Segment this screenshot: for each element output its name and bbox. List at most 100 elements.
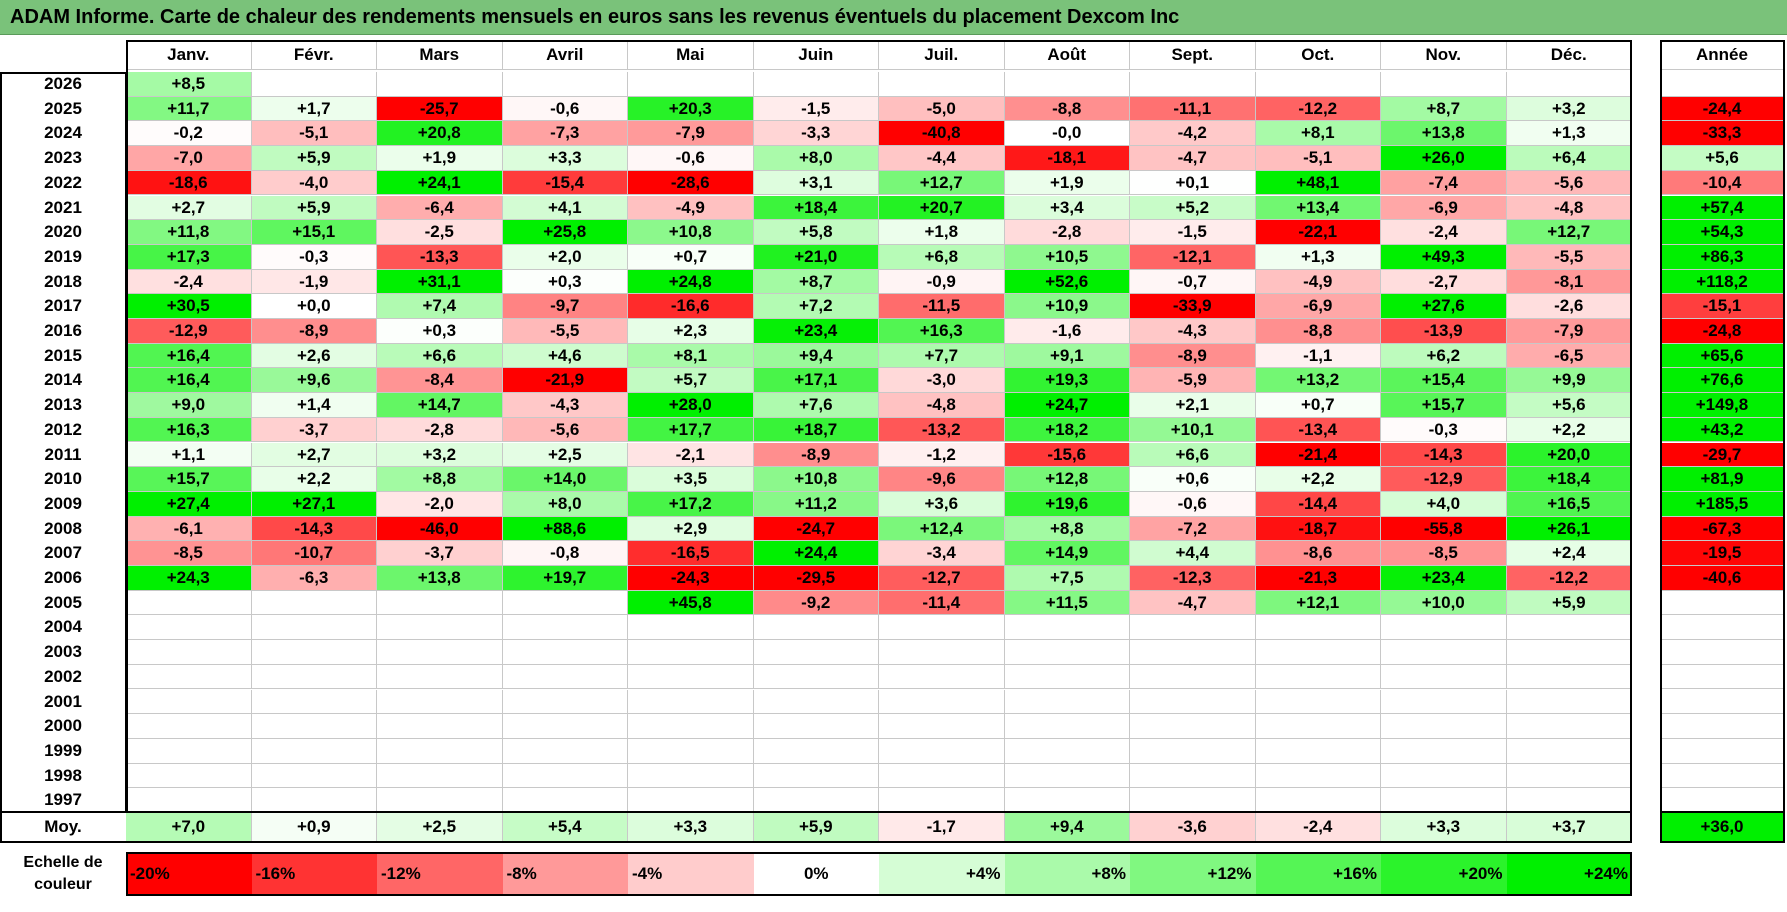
color-scale-stop: 0% [753,852,879,896]
heatmap-cell: +2,0 [502,244,628,270]
heatmap-cell: -7,9 [1506,319,1632,344]
year-label: 2004 [44,617,82,637]
heatmap-cell: +7,2 [753,294,879,319]
heatmap-cell: +11,8 [126,220,252,245]
annual-cell [1660,763,1785,789]
color-scale-stop: +8% [1004,852,1130,896]
annual-cell: -10,4 [1660,170,1785,196]
heatmap-cell: +48,1 [1255,170,1381,196]
year-label: 2005 [44,592,82,612]
color-scale-stop: +12% [1130,852,1256,896]
annual-cell [1660,689,1785,715]
heatmap-cell: +3,4 [1004,195,1130,221]
average-cell: +3,7 [1506,812,1632,842]
heatmap-cell: -7,0 [126,146,252,171]
heatmap-cell: +4,0 [1381,491,1507,517]
heatmap-cell: -1,1 [1255,343,1381,369]
month-header: Févr. [251,40,377,70]
heatmap-cell [251,788,377,813]
annual-cell [1660,738,1785,764]
heatmap-cell [1004,640,1130,665]
heatmap-cell: +5,9 [251,146,377,171]
heatmap-cell: -2,5 [377,220,503,245]
heatmap-cell [879,738,1005,764]
heatmap-cell [1255,714,1381,739]
heatmap-cell [1130,689,1256,715]
heatmap-cell [1506,615,1632,641]
heatmap-cell [628,738,754,764]
heatmap-cell: -8,1 [1506,269,1632,295]
heatmap-cell [1004,664,1130,690]
heatmap-cell [879,615,1005,641]
heatmap-cell: +16,3 [126,417,252,443]
heatmap-cell: +13,2 [1255,368,1381,394]
average-cell: -1,7 [879,812,1005,842]
heatmap-cell: +7,4 [377,294,503,319]
annual-cell: +43,2 [1660,417,1785,443]
heatmap-cell: -15,4 [502,170,628,196]
heatmap-cell: +9,9 [1506,368,1632,394]
heatmap-cell [1004,788,1130,813]
heatmap-cell [251,763,377,789]
heatmap-cell [1130,72,1256,97]
heatmap-cell: +1,3 [1255,244,1381,270]
heatmap-cell: +2,7 [126,195,252,221]
heatmap-cell: +15,7 [1381,393,1507,418]
annual-cell: -40,6 [1660,566,1785,591]
year-label: 2022 [44,172,82,192]
heatmap-cell: -8,8 [1255,319,1381,344]
heatmap-cell [753,640,879,665]
heatmap-cell [1130,664,1256,690]
heatmap-cell: +12,1 [1255,590,1381,616]
heatmap-cell [377,763,503,789]
heatmap-cell: -9,2 [753,590,879,616]
annual-cell [1660,615,1785,641]
heatmap-cell: -9,7 [502,294,628,319]
annual-cell: +57,4 [1660,195,1785,221]
heatmap-cell [1004,714,1130,739]
heatmap-cell: +21,0 [753,244,879,270]
heatmap-cell: +3,1 [753,170,879,196]
heatmap-cell: -12,9 [126,319,252,344]
heatmap-cell [628,763,754,789]
heatmap-cell [1506,714,1632,739]
heatmap-cell: +12,4 [879,516,1005,542]
heatmap-cell: +4,1 [502,195,628,221]
heatmap-cell: +11,2 [753,491,879,517]
month-header: Mars [377,40,503,70]
heatmap-cell: +2,1 [1130,393,1256,418]
heatmap-cell: -46,0 [377,516,503,542]
heatmap-cell [502,664,628,690]
heatmap-cell: +0,6 [1130,467,1256,492]
heatmap-cell [251,615,377,641]
heatmap-cell [1130,640,1256,665]
month-header: Déc. [1506,40,1632,70]
heatmap-cell: +45,8 [628,590,754,616]
heatmap-cell: -1,6 [1004,319,1130,344]
heatmap-cell: -8,8 [1004,96,1130,122]
heatmap-cell: +0,1 [1130,170,1256,196]
heatmap-cell [1255,640,1381,665]
average-cell: +9,4 [1004,812,1130,842]
heatmap-cell: -12,2 [1255,96,1381,122]
heatmap-cell: +24,1 [377,170,503,196]
heatmap-cell [126,763,252,789]
heatmap-cell: +0,7 [1255,393,1381,418]
heatmap-cell: -2,8 [1004,220,1130,245]
heatmap-cell [126,714,252,739]
heatmap-cell: -6,9 [1381,195,1507,221]
heatmap-cell [1381,664,1507,690]
heatmap-cell: -1,9 [251,269,377,295]
heatmap-cell: -55,8 [1381,516,1507,542]
heatmap-cell: +25,8 [502,220,628,245]
year-label: 2026 [44,74,82,93]
annual-cell: -19,5 [1660,541,1785,566]
heatmap-cell: +4,4 [1130,541,1256,566]
heatmap-cell: +7,6 [753,393,879,418]
heatmap-cell: +9,1 [1004,343,1130,369]
heatmap-cell [1255,738,1381,764]
heatmap-cell [753,72,879,97]
heatmap-cell: -14,3 [1381,442,1507,468]
heatmap-cell: -16,6 [628,294,754,319]
average-cell: +5,4 [502,812,628,842]
